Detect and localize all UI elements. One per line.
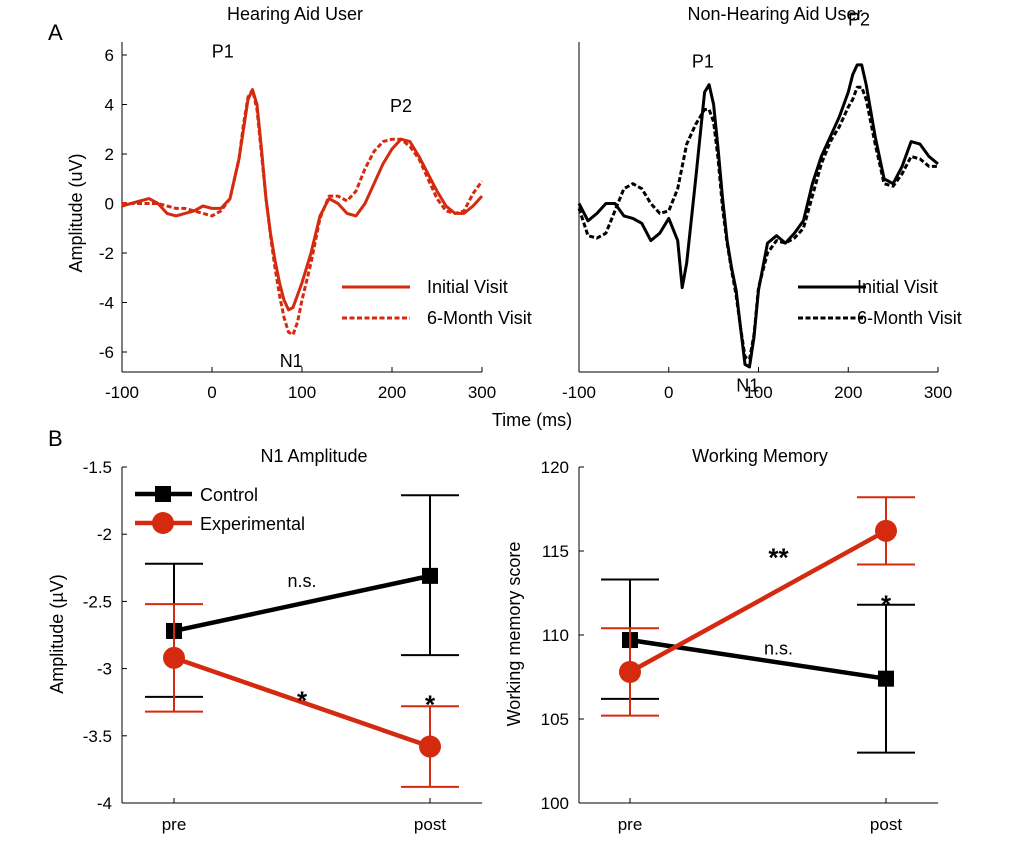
y-tick-label: 115 — [542, 542, 569, 561]
y-axis-label: Working memory score — [504, 542, 524, 727]
legend-label-experimental: Experimental — [200, 514, 305, 534]
y-tick-label: 110 — [542, 626, 569, 645]
chart-n1-amplitude: N1 Amplitude Amplitude (µV) Control Expe… — [47, 446, 482, 834]
peak-label-n1: N1 — [280, 351, 303, 371]
series-line-control — [629, 637, 887, 681]
x-tick-label: 300 — [468, 383, 496, 402]
significance-marker: * — [425, 690, 436, 720]
x-axis-label: Time (ms) — [492, 410, 572, 430]
y-tick-label: -3.5 — [83, 727, 112, 746]
y-tick-label: 0 — [105, 195, 114, 214]
series-line-control — [173, 573, 431, 634]
data-point-control — [878, 670, 894, 687]
chart-title: Non-Hearing Aid User — [687, 4, 862, 24]
significance-label-ns: n.s. — [764, 638, 793, 658]
panel-label-a: A — [48, 20, 63, 45]
peak-label-p1: P1 — [692, 51, 714, 71]
chart-hearing-aid-user: Hearing Aid User Amplitude (uV) Initial … — [66, 4, 532, 402]
series-line-6-month-visit — [122, 88, 484, 337]
y-tick-label: -4 — [99, 294, 114, 313]
chart-title: Hearing Aid User — [227, 4, 363, 24]
y-tick-label: 120 — [541, 458, 569, 477]
legend-label-control: Control — [200, 485, 258, 505]
x-tick-label: 300 — [924, 383, 952, 402]
series-line-6-month-visit — [577, 85, 938, 361]
series-line-initial-visit — [577, 63, 939, 369]
x-tick-label: 200 — [834, 383, 862, 402]
x-tick-label-pre: pre — [162, 815, 187, 834]
x-tick-label: 100 — [288, 383, 316, 402]
y-tick-label: -1.5 — [83, 458, 112, 477]
y-tick-label: -2 — [99, 244, 114, 263]
y-tick-label: -2.5 — [83, 592, 112, 611]
chart-working-memory: Working Memory Working memory score 120 1… — [504, 446, 938, 834]
series-line-experimental — [173, 655, 431, 749]
x-tick-label: 200 — [378, 383, 406, 402]
data-point-experimental — [619, 660, 641, 683]
y-tick-label: 4 — [105, 96, 114, 115]
legend-label-initial-visit: Initial Visit — [427, 277, 508, 297]
chart-title: N1 Amplitude — [260, 446, 367, 466]
y-axis-label: Amplitude (uV) — [66, 153, 86, 272]
y-tick-label: 2 — [105, 145, 114, 164]
x-tick-label: -100 — [105, 383, 139, 402]
significance-marker: * — [297, 685, 308, 715]
chart-non-hearing-aid-user: Non-Hearing Aid User Time (ms) Initial V… — [492, 4, 962, 430]
peak-label-p2: P2 — [390, 96, 412, 116]
x-tick-label-post: post — [414, 815, 446, 834]
y-tick-label: -3 — [97, 660, 112, 679]
series-line-experimental — [628, 528, 888, 674]
x-tick-label-post: post — [870, 815, 902, 834]
data-point-experimental — [419, 735, 441, 758]
significance-label-ns: n.s. — [287, 571, 316, 591]
x-tick-label: -100 — [562, 383, 596, 402]
y-tick-label: -2 — [97, 525, 112, 544]
data-point-control — [422, 567, 438, 584]
significance-marker: ** — [768, 543, 789, 573]
y-tick-label: 105 — [541, 710, 569, 729]
data-point-experimental — [163, 646, 185, 669]
legend-marker-experimental — [152, 512, 174, 534]
y-axis-label: Amplitude (µV) — [47, 574, 67, 693]
x-tick-label: 0 — [664, 383, 673, 402]
y-tick-label: -4 — [97, 794, 112, 813]
legend-label-6-month-visit: 6-Month Visit — [427, 308, 532, 328]
x-tick-label-pre: pre — [618, 815, 643, 834]
panel-label-b: B — [48, 426, 63, 451]
chart-title: Working Memory — [692, 446, 828, 466]
y-tick-label: 100 — [541, 794, 569, 813]
peak-label-p1: P1 — [212, 41, 234, 61]
peak-label-n1: N1 — [736, 376, 759, 396]
y-tick-label: 6 — [105, 46, 114, 65]
peak-label-p2: P2 — [848, 9, 870, 29]
legend-marker-control — [155, 486, 171, 502]
x-tick-label: 0 — [207, 383, 216, 402]
legend-label-6-month-visit: 6-Month Visit — [857, 308, 962, 328]
data-point-experimental — [875, 519, 897, 542]
x-tick-label: 100 — [744, 383, 772, 402]
y-tick-label: -6 — [99, 343, 114, 362]
legend-label-initial-visit: Initial Visit — [857, 277, 938, 297]
significance-marker: * — [881, 590, 892, 620]
